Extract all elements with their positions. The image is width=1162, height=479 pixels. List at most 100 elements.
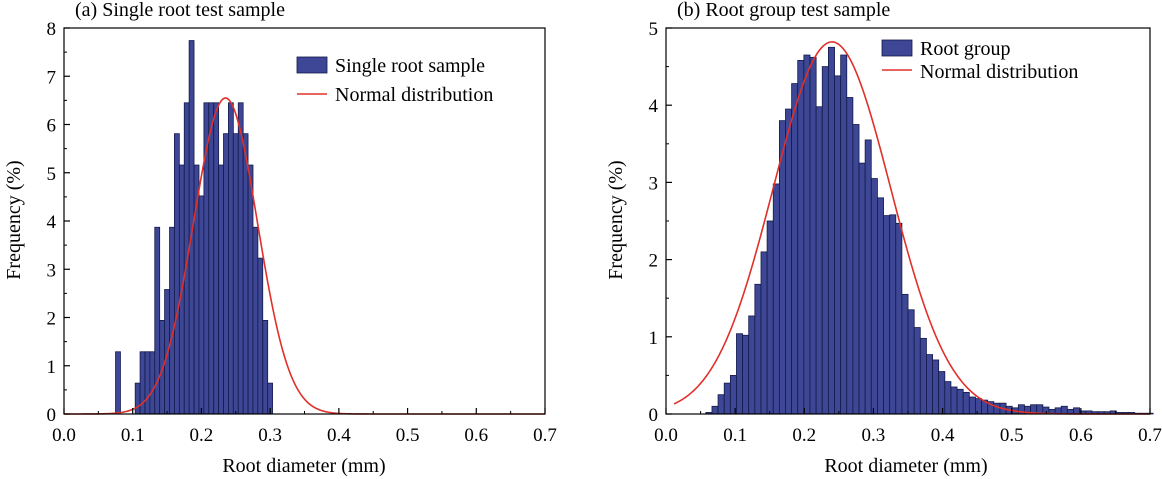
- histogram-bar: [748, 315, 756, 415]
- panel-a: (a) Single root test sample 0 1 2 3 4 5 6 7 8 0.…: [3, 0, 557, 477]
- x-tick-label: 0.3: [258, 425, 282, 446]
- histogram-bar: [828, 46, 835, 415]
- histogram-bar: [257, 257, 264, 415]
- y-tick-label: 7: [47, 67, 57, 88]
- histogram-bar: [754, 283, 762, 415]
- x-tick-label: 0.2: [792, 425, 816, 446]
- histogram-bar: [115, 351, 121, 415]
- histogram-bar: [223, 133, 229, 415]
- legend-label-root-group: Root group: [920, 38, 1011, 60]
- histogram-bar: [846, 97, 854, 415]
- histogram-bar: [169, 226, 175, 415]
- histogram-bar: [247, 164, 254, 415]
- panel-b-xlabel: Root diameter (mm): [824, 455, 987, 477]
- x-tick-label: 0.3: [862, 425, 886, 446]
- legend-label-normal-b: Normal distribution: [920, 61, 1078, 83]
- histogram-bar: [889, 214, 897, 415]
- y-tick-label: 5: [47, 164, 57, 185]
- histogram-bar: [944, 381, 952, 415]
- histogram-bar: [237, 102, 244, 415]
- x-tick-label: 0.1: [121, 425, 145, 446]
- histogram-bar: [993, 402, 1001, 415]
- histogram-bar: [766, 220, 774, 415]
- y-tick-label: 5: [649, 19, 659, 40]
- panel-a-title: (a) Single root test sample: [75, 0, 285, 21]
- histogram-bar: [213, 102, 220, 415]
- histogram-bar: [877, 197, 884, 415]
- y-tick-label: 4: [47, 212, 57, 233]
- histogram-bar: [742, 334, 750, 415]
- histogram-bar: [895, 222, 903, 415]
- y-tick-label: 2: [649, 251, 659, 272]
- histogram-bar: [950, 386, 958, 415]
- histogram-bar: [968, 396, 976, 415]
- histogram-bar: [858, 162, 866, 415]
- panel-b-ylabel: Frequency (%): [605, 160, 627, 279]
- histogram-bar: [208, 102, 215, 415]
- panel-a-xlabel: Root diameter (mm): [222, 455, 385, 477]
- histogram-bar: [1073, 407, 1081, 415]
- panel-b-bars: [705, 46, 1154, 415]
- legend-label-single-root: Single root sample: [335, 55, 485, 77]
- histogram-bar: [785, 108, 793, 415]
- histogram-bar: [1060, 405, 1068, 415]
- histogram-bar: [864, 139, 872, 415]
- legend-swatch-root-group: [881, 39, 913, 57]
- histogram-bar: [736, 333, 743, 415]
- histogram-bar: [760, 251, 768, 415]
- x-tick-label: 0.1: [723, 425, 747, 446]
- x-tick-label: 0.5: [1000, 425, 1024, 446]
- panel-b-legend: Root group Normal distribution: [881, 38, 1078, 83]
- histogram-bar: [821, 66, 829, 415]
- histogram-bar: [883, 215, 891, 415]
- y-tick-label: 1: [47, 357, 57, 378]
- y-tick-label: 3: [649, 173, 659, 194]
- histogram-bar: [218, 164, 224, 415]
- y-tick-label: 1: [649, 328, 659, 349]
- panel-b-y-ticks: 0 1 2 3 4 5: [649, 19, 672, 426]
- histogram-bar: [772, 183, 780, 415]
- x-tick-label: 0.7: [533, 425, 557, 446]
- histogram-bar: [913, 327, 921, 415]
- y-tick-label: 0: [47, 405, 57, 426]
- histogram-bar: [809, 56, 817, 415]
- histogram-bar: [174, 133, 180, 415]
- y-tick-label: 6: [47, 116, 57, 137]
- panel-a-x-ticks: 0.0 0.1 0.2 0.3 0.4 0.5 0.6 0.7: [52, 408, 557, 446]
- y-tick-label: 8: [47, 19, 57, 40]
- histogram-bar: [938, 371, 946, 415]
- histogram-bar: [232, 133, 239, 415]
- x-tick-label: 0.7: [1138, 425, 1162, 446]
- histogram-bar: [711, 405, 719, 415]
- histogram-bar: [723, 382, 731, 415]
- histogram-bar: [975, 398, 983, 415]
- y-tick-label: 2: [47, 309, 57, 330]
- histogram-bar: [252, 226, 259, 415]
- x-tick-label: 0.0: [52, 425, 76, 446]
- x-tick-label: 0.4: [931, 425, 955, 446]
- histogram-bar: [834, 75, 842, 415]
- histogram-bar: [962, 391, 970, 415]
- histogram-bar: [919, 337, 927, 415]
- y-tick-label: 4: [649, 96, 659, 117]
- histogram-bar: [932, 359, 940, 415]
- histogram-bar: [791, 83, 799, 415]
- legend-swatch-single-root: [296, 56, 328, 74]
- panel-a-y-ticks: 0 1 2 3 4 5 6 7 8: [47, 19, 70, 426]
- histogram-bar: [815, 106, 823, 415]
- histogram-bar: [778, 120, 786, 415]
- panel-a-legend: Single root sample Normal distribution: [296, 55, 493, 106]
- histogram-bar: [956, 388, 964, 415]
- histogram-bar: [262, 319, 269, 415]
- histogram-bar: [198, 195, 205, 415]
- histogram-bar: [907, 309, 915, 415]
- histogram-bar: [144, 351, 151, 415]
- x-tick-label: 0.6: [1069, 425, 1093, 446]
- y-tick-label: 3: [47, 260, 57, 281]
- histogram-bar: [717, 394, 725, 415]
- panel-b-x-ticks: 0.0 0.1 0.2 0.3 0.4 0.5 0.6 0.7: [654, 408, 1162, 446]
- panel-b: (b) Root group test sample 0 1 2 3 4 5 0.0 0.1…: [605, 0, 1162, 477]
- histogram-bar: [901, 293, 909, 415]
- histogram-bar: [870, 178, 878, 415]
- histogram-bar: [149, 351, 156, 415]
